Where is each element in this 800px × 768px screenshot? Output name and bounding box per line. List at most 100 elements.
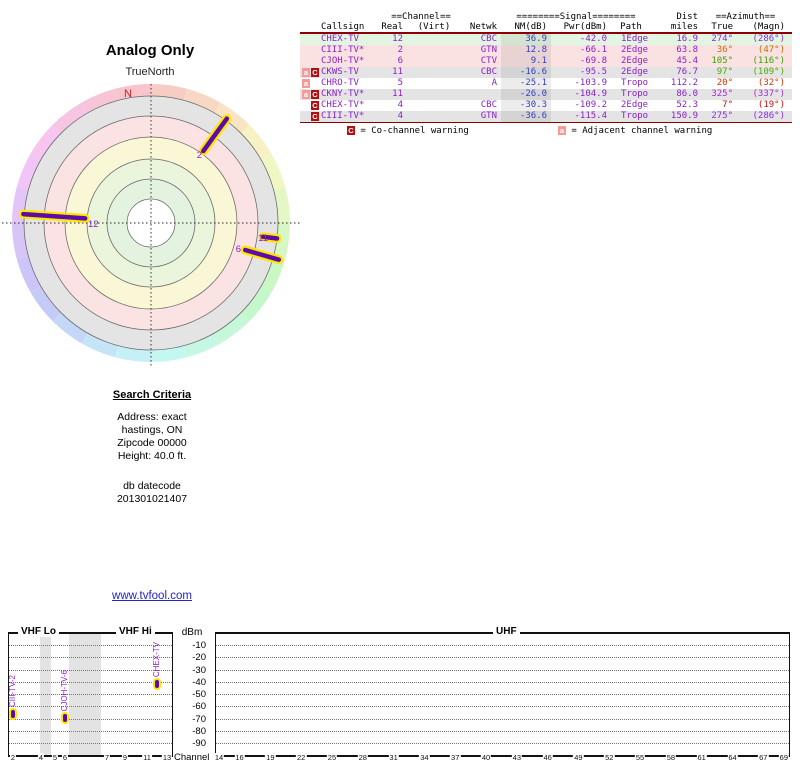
channel-tick-label: 64 xyxy=(727,753,738,762)
legend-adjacent-channel-label: = Adjacent channel warning xyxy=(571,126,713,136)
dbm-gridline xyxy=(216,694,789,695)
col-true: True xyxy=(711,22,733,32)
warning-slot-empty xyxy=(311,35,319,44)
cell-azimuth-true: 7° xyxy=(722,100,733,110)
channel-tick-label: 46 xyxy=(542,753,553,762)
table-row: C CIII-TV* 4 GTN -36.6 -115.4 Tropo 150.9 275° (2… xyxy=(300,111,792,122)
cell-real-channel: 4 xyxy=(397,111,403,121)
cell-distance-miles: 52.3 xyxy=(676,100,698,110)
co-channel-warning-icon: C xyxy=(311,68,319,77)
band-title: VHF Hi xyxy=(116,626,155,637)
co-channel-warning-icon: C xyxy=(347,126,355,135)
warning-slot-empty xyxy=(302,101,310,110)
dbm-gridline xyxy=(216,681,789,683)
dbm-gridline xyxy=(9,730,172,732)
cell-azimuth-true: 20° xyxy=(716,78,733,88)
cell-path: Tropo xyxy=(621,111,649,121)
station-bar-channel-label: 2 xyxy=(197,150,202,161)
cell-virtual-channel xyxy=(407,34,461,45)
channel-tick-label: 61 xyxy=(696,753,707,762)
station-bar xyxy=(242,247,282,262)
col-nm: NM(dB) xyxy=(514,22,547,32)
cell-path: 1Edge xyxy=(621,34,649,44)
col-real: Real xyxy=(381,22,403,32)
channel-tick-label: 55 xyxy=(634,753,646,762)
channel-tick-label: 34 xyxy=(419,753,430,762)
cell-callsign: CIII-TV* xyxy=(321,111,365,121)
dbm-gridline xyxy=(9,706,172,708)
dbm-gridline xyxy=(216,706,789,708)
channel-tick-label: 52 xyxy=(604,753,615,762)
warning-icons xyxy=(300,34,321,45)
cell-azimuth-true: 325° xyxy=(711,89,733,99)
dbm-gridline xyxy=(216,645,789,646)
cell-callsign: CHRO-TV xyxy=(321,78,359,88)
spectrum-panel: 14 16 19 22 25 28 31 34 37 40 43 46 49 52 55 58 61 64 67 69 xyxy=(213,632,790,762)
col-pwr: Pwr(dBm) xyxy=(563,22,607,32)
cell-azimuth-magnetic: (32°) xyxy=(757,78,785,88)
channel-tick-label: 43 xyxy=(511,753,522,762)
cell-nm-db: 12.8 xyxy=(501,45,551,56)
cell-real-channel: 4 xyxy=(397,100,403,110)
dbm-tick-label: -10 xyxy=(192,640,206,651)
cell-network: GTN xyxy=(480,45,497,55)
header-separator xyxy=(300,32,792,34)
channel-tick-label: 40 xyxy=(480,753,492,762)
table-header-groups: ==Channel== ========Signal======== Dist … xyxy=(300,12,792,22)
col-path: Path xyxy=(620,22,642,32)
station-callsign-label: CJOH-TV-6 xyxy=(60,669,69,712)
warning-icons: C xyxy=(300,100,321,111)
dbm-tick-label: -50 xyxy=(192,689,206,700)
channel-tick-label: 31 xyxy=(388,753,399,762)
warning-slot-empty xyxy=(311,46,319,55)
dbm-gridline xyxy=(9,669,172,671)
cell-azimuth-true: 105° xyxy=(711,56,733,66)
station-bar-channel-label: 12 xyxy=(88,219,99,230)
dbm-tick-label: -80 xyxy=(192,725,206,737)
cell-callsign: CHEX-TV* xyxy=(321,100,365,110)
table-row: C CHEX-TV* 4 CBC -30.3 -109.2 2Edge 52.3 7° (19°) xyxy=(300,100,792,111)
cell-callsign: CKNY-TV* xyxy=(321,89,365,99)
cell-path: Tropo xyxy=(621,89,649,99)
cell-azimuth-magnetic: (109°) xyxy=(752,67,785,77)
warning-slot-empty xyxy=(311,57,319,66)
cell-virtual-channel xyxy=(407,89,461,100)
table-row: a C CKNY-TV* 11 -26.0 -104.9 Tropo 86.0 325° (337… xyxy=(300,89,792,100)
spectrum-chart: dBm Channel -10 -20 -30 -40 -50 -60 -70 -80 -90 2… xyxy=(0,625,800,768)
station-table: ==Channel== ========Signal======== Dist … xyxy=(300,12,792,138)
co-channel-warning-icon: C xyxy=(311,112,319,121)
col-virt: (Virt) xyxy=(417,22,451,32)
cell-callsign: CIII-TV* xyxy=(321,45,365,55)
cell-virtual-channel xyxy=(407,100,461,111)
polar-chart-title: Analog Only xyxy=(105,42,195,59)
dbm-tick-label: -40 xyxy=(192,676,206,688)
tvfool-link[interactable]: www.tvfool.com xyxy=(112,590,192,602)
cell-power-dbm: -69.8 xyxy=(579,56,607,66)
col-magn: (Magn) xyxy=(752,22,785,32)
adjacent-channel-warning-icon: a xyxy=(302,90,310,99)
cell-nm-db: -36.6 xyxy=(501,111,551,122)
channel-tick-label: 7 xyxy=(103,753,111,762)
cell-azimuth-magnetic: (286°) xyxy=(752,111,785,121)
cell-path: 2Edge xyxy=(621,67,649,77)
table-row: CIII-TV* 2 GTN 12.8 -66.1 2Edge 63.8 36° (47°) xyxy=(300,45,792,56)
cell-real-channel: 12 xyxy=(392,34,403,44)
dbm-gridline xyxy=(9,743,172,744)
channel-tick-label: 19 xyxy=(265,753,276,762)
cell-real-channel: 11 xyxy=(392,89,403,99)
adjacent-channel-warning-icon: a xyxy=(558,126,566,135)
dbm-tick-label: -60 xyxy=(192,701,206,713)
cell-nm-db: 9.1 xyxy=(501,56,551,67)
legend-co-channel-label: = Co-channel warning xyxy=(360,126,469,136)
dbm-gridline xyxy=(216,730,789,732)
channel-tick-label: 4 xyxy=(37,753,45,762)
cell-network: A xyxy=(491,78,497,88)
dbm-gridline xyxy=(216,669,789,671)
cell-virtual-channel xyxy=(407,45,461,56)
station-callsign-label: CHEX-TV xyxy=(152,642,161,678)
polar-chart-subtitle: TrueNorth xyxy=(125,66,175,78)
search-address-line: Address: exact xyxy=(117,411,187,423)
polar-radar-chart: N 12 2 6 11 xyxy=(2,84,300,368)
